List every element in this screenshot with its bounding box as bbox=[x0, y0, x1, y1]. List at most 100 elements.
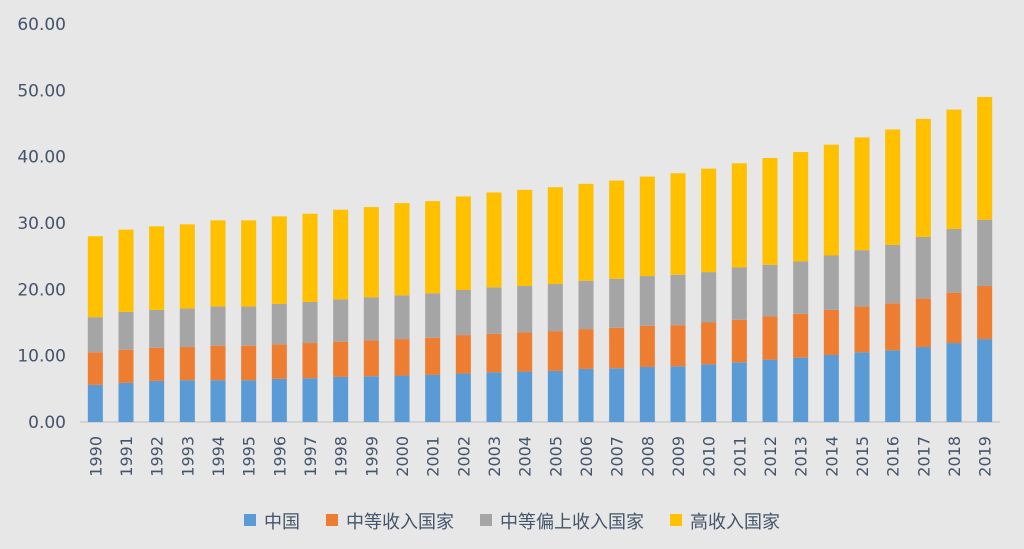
bar-segment-1 bbox=[241, 380, 257, 422]
x-tick-label: 1993 bbox=[178, 436, 197, 477]
bar-stack-1992 bbox=[149, 226, 165, 422]
bar-segment-2 bbox=[210, 345, 226, 381]
bar-segment-4 bbox=[731, 163, 747, 268]
bar-segment-1 bbox=[670, 366, 686, 422]
bar-segment-2 bbox=[425, 337, 441, 375]
bar-segment-3 bbox=[915, 236, 931, 299]
bar-segment-4 bbox=[302, 213, 318, 302]
bar-segment-4 bbox=[149, 226, 165, 310]
bar-stack-2014 bbox=[823, 144, 839, 422]
bar-segment-3 bbox=[578, 280, 594, 330]
x-tick-label: 1995 bbox=[240, 436, 259, 477]
legend-label: 高收入国家 bbox=[690, 512, 780, 533]
bar-segment-2 bbox=[87, 352, 103, 385]
bar-segment-3 bbox=[179, 308, 195, 348]
legend-swatch bbox=[244, 514, 256, 526]
x-tick-label: 2010 bbox=[700, 436, 719, 477]
bar-segment-2 bbox=[547, 331, 563, 371]
bar-segment-3 bbox=[210, 306, 226, 346]
y-axis: 0.00 10.00 20.00 30.00 40.00 50.00 60.00 bbox=[17, 15, 66, 433]
x-tick-label: 2013 bbox=[792, 436, 811, 477]
bar-segment-1 bbox=[363, 376, 379, 422]
bar-segment-3 bbox=[731, 267, 747, 320]
x-tick-label: 2012 bbox=[761, 436, 780, 477]
bar-segment-1 bbox=[394, 375, 410, 422]
bar-segment-2 bbox=[915, 298, 931, 348]
bar-segment-4 bbox=[241, 220, 257, 307]
legend: 中国 中等收入国家 中等偏上收入国家 高收入国家 bbox=[244, 512, 780, 533]
bar-segment-1 bbox=[333, 376, 349, 422]
bar-stack-1990 bbox=[87, 236, 103, 422]
x-tick-label: 2004 bbox=[516, 436, 535, 477]
bar-segment-4 bbox=[333, 209, 349, 300]
bar-stack-1994 bbox=[210, 220, 226, 422]
x-tick-label: 1992 bbox=[148, 436, 167, 477]
bar-stack-1991 bbox=[118, 229, 134, 422]
bar-segment-4 bbox=[639, 176, 655, 277]
bar-segment-4 bbox=[885, 129, 901, 245]
bar-segment-2 bbox=[639, 325, 655, 367]
bar-segment-4 bbox=[486, 192, 502, 288]
bar-stack-2004 bbox=[517, 189, 533, 422]
bar-segment-2 bbox=[241, 345, 257, 381]
y-tick-label: 10.00 bbox=[17, 347, 66, 367]
bar-segment-2 bbox=[762, 316, 778, 360]
bar-segment-4 bbox=[271, 216, 287, 304]
y-tick-label: 30.00 bbox=[17, 214, 66, 234]
x-tick-label: 2011 bbox=[730, 436, 749, 477]
legend-swatch bbox=[326, 514, 338, 526]
bar-stack-2013 bbox=[793, 152, 809, 422]
bar-segment-3 bbox=[793, 261, 809, 314]
bar-segment-3 bbox=[547, 284, 563, 332]
bar-stack-1999 bbox=[363, 207, 379, 422]
bar-segment-3 bbox=[670, 274, 686, 326]
x-tick-label: 1998 bbox=[332, 436, 351, 477]
bar-segment-1 bbox=[210, 380, 226, 422]
bar-segment-1 bbox=[639, 366, 655, 422]
bar-segment-2 bbox=[670, 325, 686, 367]
bar-segment-2 bbox=[701, 322, 717, 365]
bar-segment-4 bbox=[609, 180, 625, 279]
bar-segment-4 bbox=[118, 229, 134, 312]
bar-segment-1 bbox=[455, 373, 471, 422]
bar-segment-3 bbox=[149, 309, 165, 348]
bar-segment-2 bbox=[731, 319, 747, 363]
bar-segment-1 bbox=[885, 350, 901, 422]
bar-stack-2006 bbox=[578, 183, 594, 422]
bar-segment-3 bbox=[946, 228, 962, 293]
bar-segment-3 bbox=[639, 276, 655, 326]
bar-segment-1 bbox=[946, 343, 962, 422]
bar-segment-1 bbox=[854, 352, 870, 422]
bar-segment-3 bbox=[885, 244, 901, 304]
bar-stack-2019 bbox=[977, 96, 993, 422]
x-tick-label: 2007 bbox=[608, 436, 627, 477]
bar-segment-1 bbox=[87, 384, 103, 422]
bar-stack-1997 bbox=[302, 213, 318, 422]
bar-segment-1 bbox=[823, 355, 839, 422]
bar-segment-2 bbox=[455, 335, 471, 374]
bar-segment-3 bbox=[302, 301, 318, 344]
bar-stack-2015 bbox=[854, 137, 870, 422]
bar-segment-1 bbox=[731, 362, 747, 422]
bar-segment-2 bbox=[363, 340, 379, 377]
x-axis: 1990 1991 1992 1993 1994 1995 1996 1997 1998 1999… bbox=[80, 421, 1000, 477]
bar-segment-2 bbox=[333, 341, 349, 377]
bar-segment-3 bbox=[762, 264, 778, 317]
x-tick-label: 2006 bbox=[577, 436, 596, 477]
bar-segment-2 bbox=[394, 339, 410, 376]
bar-segment-2 bbox=[946, 292, 962, 344]
bar-stack-2007 bbox=[609, 180, 625, 422]
bars bbox=[87, 96, 993, 422]
bar-segment-3 bbox=[241, 306, 257, 346]
bar-segment-4 bbox=[578, 183, 594, 281]
bar-segment-3 bbox=[118, 311, 134, 350]
legend-label: 中等收入国家 bbox=[346, 512, 454, 533]
bar-segment-3 bbox=[425, 293, 441, 338]
x-tick-label: 2019 bbox=[976, 436, 995, 477]
bar-segment-1 bbox=[609, 368, 625, 422]
x-tick-label: 2000 bbox=[393, 436, 412, 477]
y-tick-label: 40.00 bbox=[17, 148, 66, 168]
y-tick-label: 20.00 bbox=[17, 280, 66, 300]
bar-segment-1 bbox=[271, 378, 287, 422]
